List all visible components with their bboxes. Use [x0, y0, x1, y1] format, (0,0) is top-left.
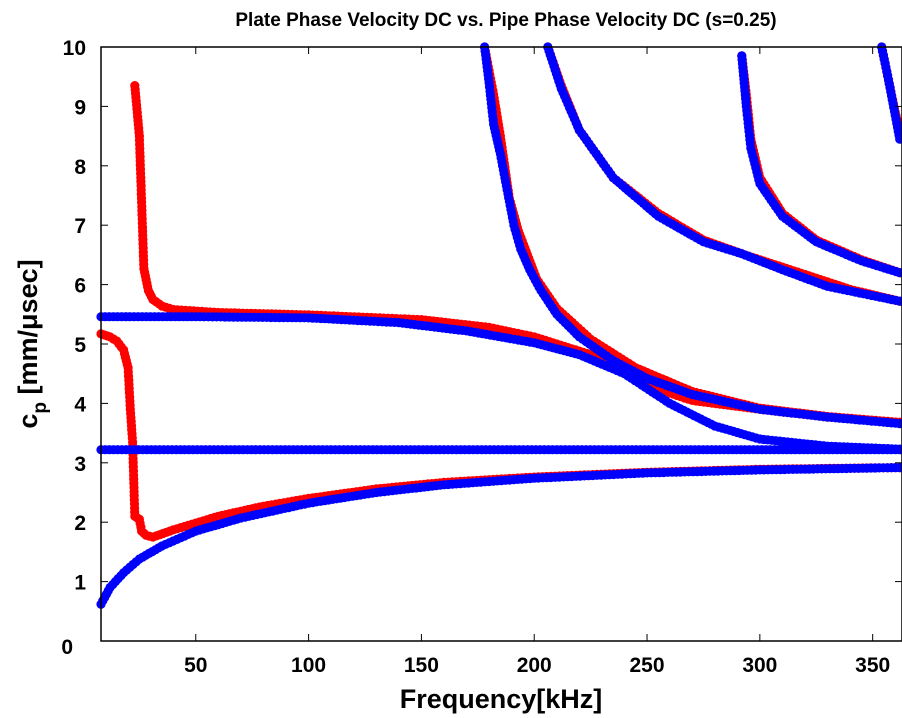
blue-series-6	[96, 463, 902, 609]
y-tick-label: 6	[74, 275, 86, 298]
blue-data-point	[895, 463, 902, 473]
x-tick-label: 300	[742, 654, 777, 677]
x-axis-label: Frequency[kHz]	[400, 684, 603, 714]
y-tick-label: 0	[61, 636, 73, 659]
blue-data-point	[895, 134, 902, 144]
x-tick-label: 100	[291, 654, 326, 677]
blue-data-point	[895, 268, 902, 278]
blue-data-point	[895, 444, 902, 454]
red-series-0	[96, 329, 902, 542]
red-series-line	[100, 333, 900, 538]
y-tick-label: 4	[74, 393, 86, 416]
y-tick-label: 5	[74, 334, 86, 357]
blue-series-11	[737, 51, 902, 278]
blue-series-10	[543, 42, 902, 306]
blue-series-12	[877, 42, 902, 144]
blue-data-point	[895, 419, 902, 429]
blue-series-7	[96, 445, 902, 455]
y-axis-label: cp [mm/μsec]	[13, 259, 51, 428]
red-series-3	[543, 42, 902, 306]
y-tick-label: 10	[63, 37, 86, 60]
chart-title: Plate Phase Velocity DC vs. Pipe Phase V…	[235, 10, 776, 31]
y-axis-label-main: c	[13, 414, 43, 429]
x-axis: 50 100 150 200 250 300 350	[184, 47, 890, 677]
y-axis-label-unit: [mm/μsec]	[13, 259, 43, 402]
x-tick-label: 350	[855, 654, 890, 677]
red-series-1	[130, 81, 902, 427]
y-tick-label: 1	[74, 572, 86, 595]
x-tick-label: 50	[184, 654, 207, 677]
y-axis-label-sub: p	[30, 402, 51, 414]
y-tick-label: 3	[74, 453, 86, 476]
red-series-line	[547, 46, 900, 302]
y-axis: 0 1 2 3 4 5 6 7 8 9 10	[61, 37, 902, 659]
series-layer	[96, 42, 902, 609]
y-tick-label: 8	[74, 156, 86, 179]
blue-series-8	[96, 312, 902, 454]
y-tick-label: 2	[74, 512, 86, 535]
blue-data-point	[895, 296, 902, 306]
x-tick-label: 200	[517, 654, 552, 677]
y-tick-label: 7	[74, 215, 86, 238]
x-tick-label: 150	[404, 654, 439, 677]
red-series-line	[134, 85, 900, 423]
blue-series-9	[480, 42, 902, 429]
y-tick-label: 9	[74, 96, 86, 119]
x-tick-label: 250	[630, 654, 665, 677]
